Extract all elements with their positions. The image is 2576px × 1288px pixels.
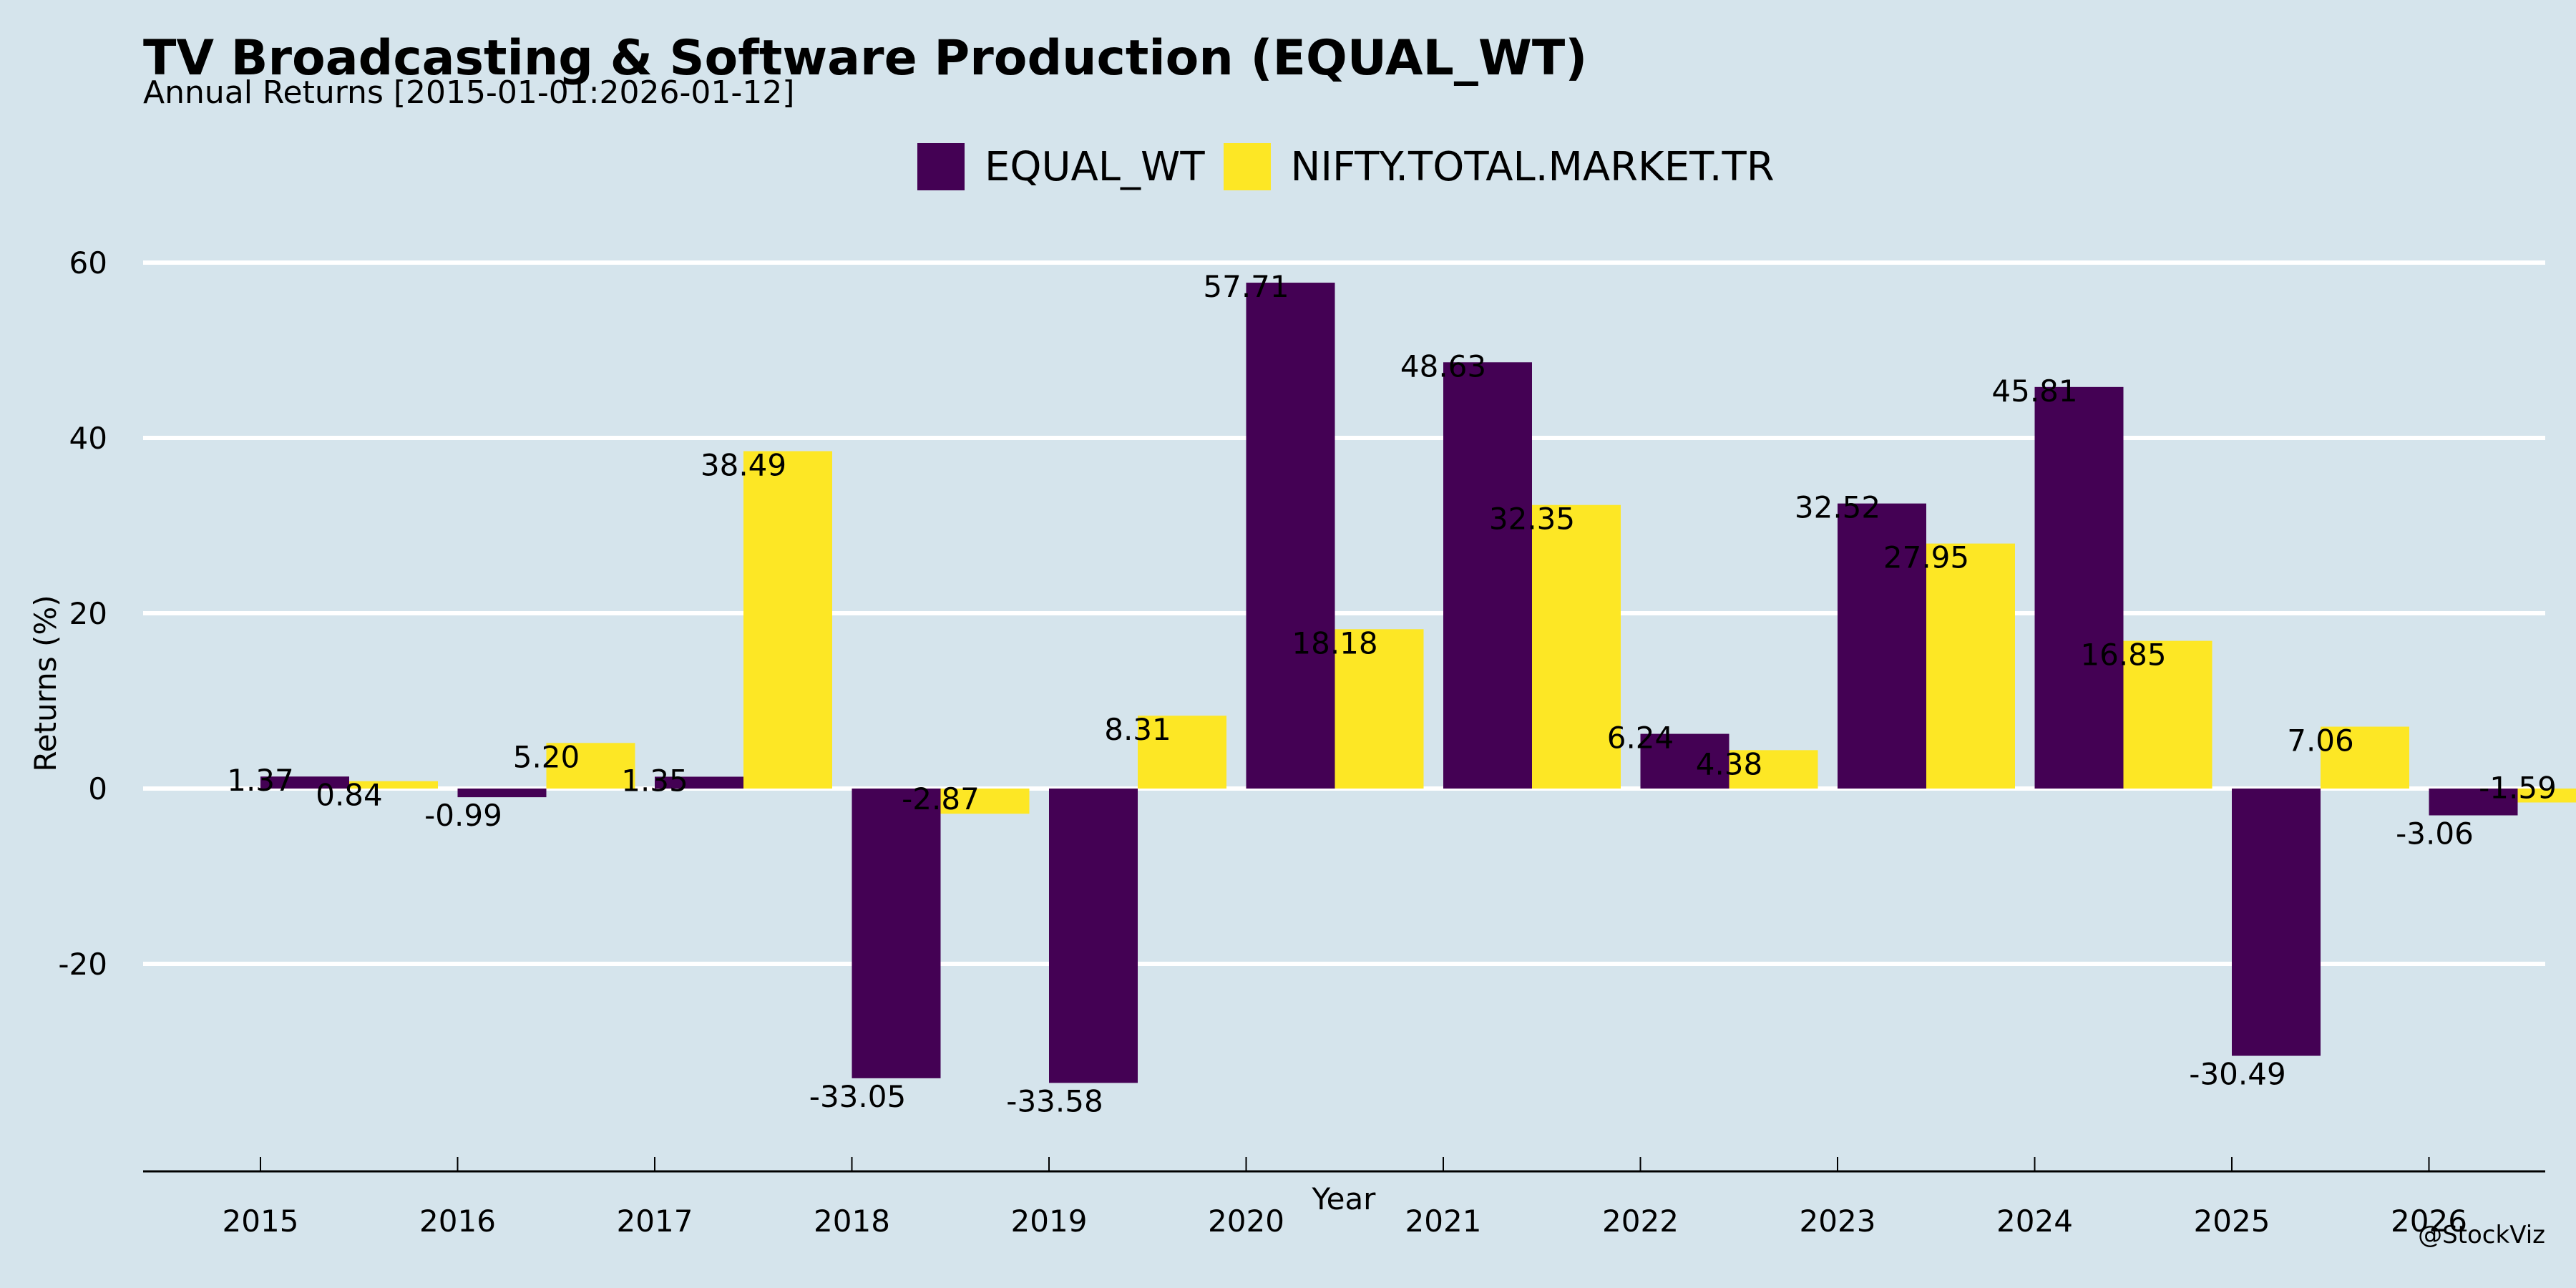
x-tick-label: 2019 <box>1011 1204 1088 1239</box>
x-tick-label: 2026 <box>2391 1204 2467 1239</box>
data-label: -2.87 <box>902 781 980 816</box>
bar-equal-wt-2021 <box>1443 362 1532 789</box>
data-label: 38.49 <box>701 447 786 482</box>
bar-nifty-2016 <box>546 743 635 789</box>
bar-nifty-2017 <box>743 451 832 789</box>
data-label: 57.71 <box>1203 269 1289 304</box>
data-label: 0.84 <box>316 778 383 813</box>
y-axis-title: Returns (%) <box>28 595 63 771</box>
x-tick-label: 2023 <box>1800 1204 1876 1239</box>
data-label: 45.81 <box>1991 374 2077 409</box>
bar-nifty-2025 <box>2321 726 2409 789</box>
bar-equal-wt-2017 <box>655 776 743 789</box>
bar-nifty-2023 <box>1926 543 2015 789</box>
data-label: -1.59 <box>2479 770 2557 805</box>
bars <box>260 283 2576 1083</box>
data-label: 18.18 <box>1292 625 1377 660</box>
y-tick-label: 20 <box>69 596 107 631</box>
chart-title: TV Broadcasting & Software Production (E… <box>143 30 1588 87</box>
legend-item-nifty: NIFTY.TOTAL.MARKET.TR <box>1223 143 1775 190</box>
legend: EQUAL_WT NIFTY.TOTAL.MARKET.TR <box>917 143 1793 190</box>
data-label: 32.35 <box>1489 502 1575 537</box>
data-label: 1.35 <box>621 763 688 798</box>
data-label: 27.95 <box>1883 540 1969 575</box>
bar-equal-wt-2022 <box>1640 733 1729 789</box>
bar-equal-wt-2016 <box>457 789 547 798</box>
x-tick-label: 2018 <box>814 1204 890 1239</box>
data-label: 6.24 <box>1607 721 1674 756</box>
data-labels: 1.37 0.84 -0.99 5.20 1.35 38.49 -33.05 -2.87 -33… <box>227 269 2557 1118</box>
x-tick-label: 2021 <box>1405 1204 1482 1239</box>
axes: 60 40 20 0 -20 2015 2016 2017 2018 2019 2020 2021 20… <box>28 245 2545 1239</box>
x-tick-label: 2016 <box>419 1204 496 1239</box>
data-label: 8.31 <box>1104 712 1171 747</box>
bar-equal-wt-2018 <box>852 789 941 1078</box>
data-label: -33.58 <box>1006 1083 1103 1118</box>
x-tick-label: 2017 <box>617 1204 693 1239</box>
legend-swatch-nifty <box>1223 143 1271 190</box>
legend-item-equal-wt: EQUAL_WT <box>917 143 1205 190</box>
bar-equal-wt-2020 <box>1246 283 1335 789</box>
bar-equal-wt-2026 <box>2429 789 2518 816</box>
data-label: 4.38 <box>1696 746 1763 781</box>
bar-equal-wt-2024 <box>2034 386 2124 789</box>
data-label: -33.05 <box>809 1079 906 1114</box>
legend-label-equal-wt: EQUAL_WT <box>985 143 1205 190</box>
x-tick-label: 2024 <box>1996 1204 2073 1239</box>
gridlines <box>143 260 2545 966</box>
y-tick-label: 60 <box>69 245 107 280</box>
legend-label-nifty: NIFTY.TOTAL.MARKET.TR <box>1290 143 1775 190</box>
bar-nifty-2022 <box>1729 750 1818 789</box>
x-tick-label: 2020 <box>1208 1204 1284 1239</box>
bar-nifty-2018 <box>940 789 1030 814</box>
y-tick-label: -20 <box>58 947 107 982</box>
data-label: -30.49 <box>2189 1057 2285 1092</box>
bar-nifty-2024 <box>2123 640 2212 789</box>
x-tick-label: 2022 <box>1602 1204 1679 1239</box>
x-tick-label: 2015 <box>223 1204 299 1239</box>
bar-equal-wt-2025 <box>2232 789 2321 1056</box>
data-label: 5.20 <box>513 739 580 774</box>
bar-nifty-2021 <box>1532 504 1621 789</box>
x-tick-label: 2025 <box>2194 1204 2270 1239</box>
bar-nifty-2020 <box>1335 629 1424 789</box>
bar-nifty-2026 <box>2517 789 2576 803</box>
data-label: 48.63 <box>1400 348 1486 384</box>
bar-equal-wt-2023 <box>1838 503 1926 789</box>
legend-swatch-equal-wt <box>917 143 965 190</box>
bar-equal-wt-2019 <box>1049 789 1138 1083</box>
y-tick-label: 40 <box>69 421 107 456</box>
data-label: -3.06 <box>2396 816 2474 851</box>
x-axis-title: Year <box>1312 1181 1377 1216</box>
watermark: @StockViz <box>2418 1221 2545 1249</box>
data-label: 1.37 <box>227 763 294 798</box>
data-label: 16.85 <box>2080 638 2166 673</box>
chart-subtitle: Annual Returns [2015-01-01:2026-01-12] <box>143 74 795 111</box>
data-label: 32.52 <box>1795 490 1880 525</box>
bar-equal-wt-2015 <box>260 776 349 789</box>
data-label: 7.06 <box>2287 723 2354 758</box>
y-tick-label: 0 <box>88 771 107 806</box>
bar-nifty-2019 <box>1138 716 1226 789</box>
bar-nifty-2015 <box>349 781 438 789</box>
data-label: -0.99 <box>424 798 502 833</box>
